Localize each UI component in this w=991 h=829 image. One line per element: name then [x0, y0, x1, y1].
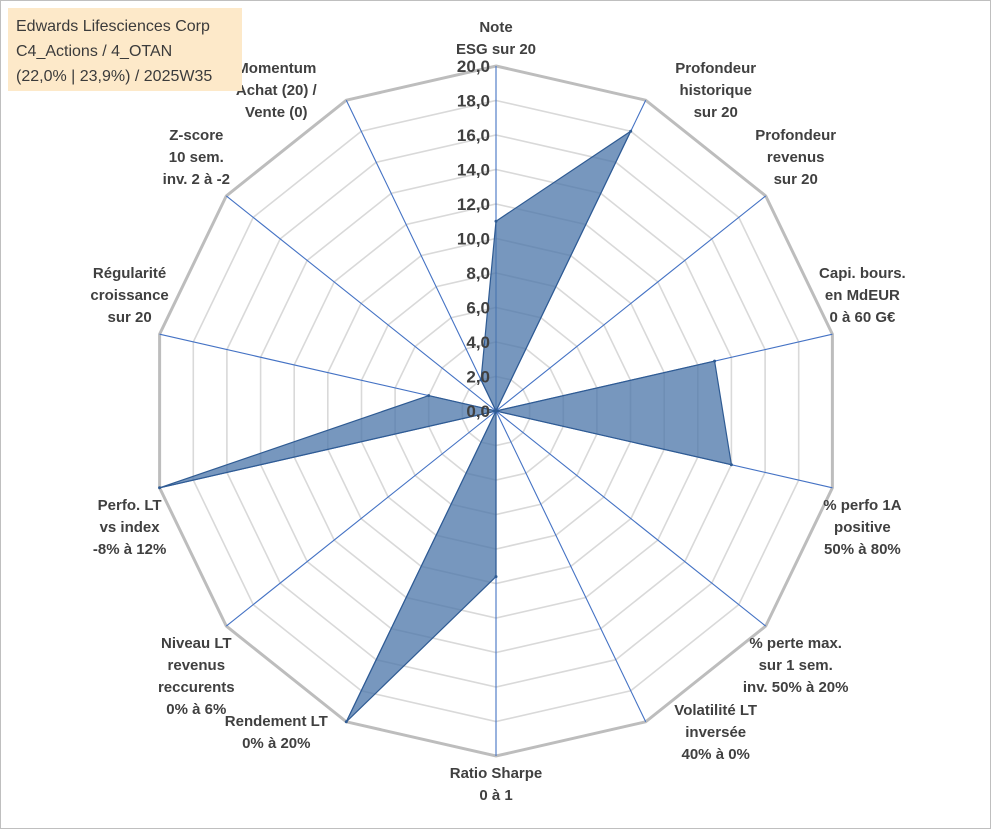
axis-label: Momentum Achat (20) / Vente (0) — [236, 60, 318, 121]
axis-label: Capi. bours. en MdEUR 0 à 60 G€ — [819, 265, 906, 326]
radar-series — [158, 129, 733, 724]
axis-label-line: Momentum — [236, 60, 316, 77]
axis-label-line: reccurents — [158, 679, 235, 696]
title-line-category: C4_Actions / 4_OTAN — [16, 43, 173, 60]
axis-label-line: % perte max. — [749, 635, 842, 652]
data-point — [344, 720, 348, 724]
axis-label-line: 0 à 60 G€ — [829, 309, 896, 326]
axis-label-line: sur 1 sem. — [759, 657, 833, 674]
axis-label: Régularité croissance sur 20 — [90, 265, 168, 326]
axis-label-line: 0% à 6% — [166, 701, 226, 718]
axis-label-line: sur 20 — [694, 104, 738, 121]
tick-label: 16,0 — [457, 126, 490, 145]
axis-label-line: croissance — [90, 287, 168, 304]
axis-label-line: Note — [479, 19, 512, 36]
axis-label-line: Profondeur — [755, 127, 836, 144]
tick-label: 12,0 — [457, 195, 490, 214]
axis-label-line: Régularité — [93, 265, 166, 282]
tick-label: 2,0 — [466, 368, 490, 387]
axis-label-line: Perfo. LT — [98, 497, 162, 514]
axis-label-line: historique — [679, 82, 752, 99]
axis-label-line: sur 20 — [107, 309, 151, 326]
axis-label: % perte max. sur 1 sem. inv. 50% à 20% — [743, 635, 849, 696]
axis-spoke — [495, 410, 647, 723]
axis-spoke — [345, 99, 497, 412]
axis-label-line: 0 à 1 — [479, 787, 512, 804]
tick-label: 10,0 — [457, 230, 490, 249]
axis-label: Rendement LT 0% à 20% — [225, 713, 328, 752]
axis-label-line: vs index — [100, 519, 161, 536]
axis-label-line: Ratio Sharpe — [450, 765, 543, 782]
axis-label-line: positive — [834, 519, 891, 536]
series-area — [159, 129, 733, 723]
data-point — [158, 486, 162, 490]
axis-label-line: revenus — [767, 149, 825, 166]
axis-label-line: Vente (0) — [245, 104, 308, 121]
axis-label: Ratio Sharpe 0 à 1 — [450, 765, 543, 804]
tick-label: 20,0 — [457, 57, 490, 76]
axis-label-line: revenus — [168, 657, 226, 674]
axis-label-line: 0% à 20% — [242, 735, 310, 752]
tick-label: 0,0 — [466, 402, 490, 421]
axis-label-line: en MdEUR — [825, 287, 900, 304]
axis-label-line: Profondeur — [675, 60, 756, 77]
axis-label: % perfo 1A positive 50% à 80% — [823, 497, 902, 558]
axis-label-line: Niveau LT — [161, 635, 232, 652]
axis-label-line: -8% à 12% — [93, 541, 166, 558]
axis-label-line: % perfo 1A — [823, 497, 902, 514]
axis-label-line: 50% à 80% — [824, 541, 901, 558]
tick-label: 18,0 — [457, 92, 490, 111]
radar-ticks: 0,0 2,0 4,0 6,0 8,0 10,0 12,0 14,0 16,0 18,0 20,0 — [457, 57, 490, 421]
axis-label-line: inv. 2 à -2 — [163, 171, 230, 188]
axis-label-line: Rendement LT — [225, 713, 328, 730]
data-point — [713, 359, 717, 363]
tick-label: 8,0 — [466, 264, 490, 283]
axis-label: Niveau LT revenus reccurents 0% à 6% — [158, 635, 235, 718]
axis-label-line: Volatilité LT — [674, 702, 757, 719]
axis-label-line: inv. 50% à 20% — [743, 679, 849, 696]
axis-label: Z-score 10 sem. inv. 2 à -2 — [163, 127, 230, 188]
axis-label: Profondeur historique sur 20 — [675, 60, 756, 121]
tick-label: 6,0 — [466, 299, 490, 318]
data-point — [494, 409, 498, 413]
axis-spoke — [225, 410, 497, 627]
axis-label-line: Achat (20) / — [236, 82, 318, 99]
axis-label-line: ESG sur 20 — [456, 41, 536, 58]
axis-label: Note ESG sur 20 — [456, 19, 536, 58]
tick-label: 4,0 — [466, 333, 490, 352]
axis-label: Perfo. LT vs index -8% à 12% — [93, 497, 166, 558]
radar-axis-labels: Note ESG sur 20 Profondeur historique sur 20… — [90, 19, 905, 804]
title-line-company: Edwards Lifesciences Corp — [16, 18, 210, 35]
axis-label: Volatilité LT inversée 40% à 0% — [674, 702, 757, 763]
axis-spoke — [495, 195, 767, 412]
axis-label-line: 40% à 0% — [682, 746, 750, 763]
axis-label-line: Z-score — [169, 127, 223, 144]
axis-spoke — [495, 410, 767, 627]
data-point — [629, 129, 633, 133]
data-point — [479, 378, 483, 382]
data-point — [494, 575, 498, 579]
axis-label-line: inversée — [685, 724, 746, 741]
data-point — [427, 394, 431, 398]
data-point — [729, 463, 733, 467]
axis-label-line: sur 20 — [774, 171, 818, 188]
title-line-stats: (22,0% | 23,9%) / 2025W35 — [16, 68, 213, 85]
data-point — [494, 219, 498, 223]
axis-spoke — [225, 195, 497, 412]
tick-label: 14,0 — [457, 161, 490, 180]
axis-label-line: Capi. bours. — [819, 265, 906, 282]
axis-label-line: 10 sem. — [169, 149, 224, 166]
title-box: Edwards Lifesciences Corp C4_Actions / 4… — [8, 8, 242, 91]
axis-label: Profondeur revenus sur 20 — [755, 127, 836, 188]
